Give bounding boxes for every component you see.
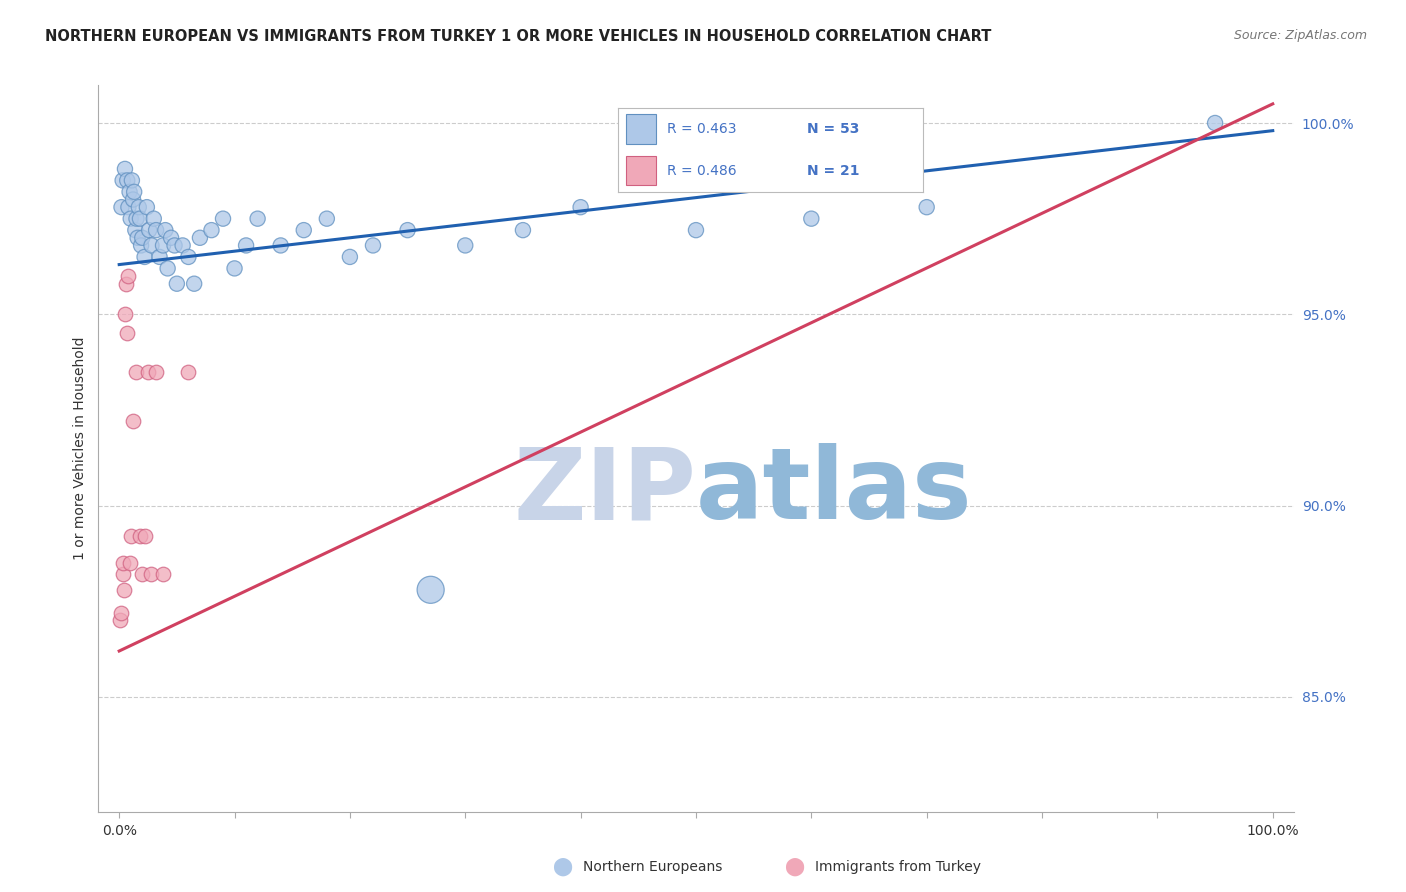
- Point: [270, 238, 292, 252]
- Point: [141, 238, 163, 252]
- Point: [172, 238, 194, 252]
- Point: [120, 211, 142, 226]
- Point: [361, 238, 384, 252]
- Point: [138, 223, 160, 237]
- Point: [155, 223, 177, 237]
- Point: [124, 223, 146, 237]
- Point: [177, 365, 200, 379]
- Point: [111, 173, 134, 187]
- Point: [142, 211, 165, 226]
- Text: ⬤: ⬤: [553, 858, 572, 876]
- Point: [110, 606, 132, 620]
- Point: [685, 223, 707, 237]
- Point: [134, 250, 156, 264]
- Text: Northern Europeans: Northern Europeans: [583, 860, 723, 874]
- Point: [200, 223, 222, 237]
- Point: [145, 223, 167, 237]
- Point: [127, 231, 149, 245]
- Point: [120, 529, 142, 543]
- Point: [122, 193, 145, 207]
- Point: [339, 250, 361, 264]
- Point: [111, 567, 134, 582]
- Point: [212, 211, 235, 226]
- Point: [111, 556, 134, 570]
- Point: [152, 567, 174, 582]
- Point: [131, 567, 153, 582]
- Text: atlas: atlas: [696, 443, 973, 541]
- Point: [118, 556, 141, 570]
- Point: [152, 238, 174, 252]
- Point: [136, 365, 159, 379]
- Point: [246, 211, 269, 226]
- Point: [569, 200, 592, 214]
- Point: [129, 238, 152, 252]
- Point: [177, 250, 200, 264]
- Point: [315, 211, 337, 226]
- Point: [112, 582, 135, 597]
- Point: [117, 200, 139, 214]
- Point: [129, 529, 152, 543]
- Point: [166, 277, 188, 291]
- Point: [396, 223, 419, 237]
- Point: [110, 614, 132, 628]
- Point: [121, 173, 143, 187]
- Point: [117, 173, 139, 187]
- Point: [915, 200, 938, 214]
- Point: [134, 529, 156, 543]
- Point: [115, 277, 138, 291]
- Point: [122, 185, 145, 199]
- Point: [114, 161, 136, 176]
- Point: [122, 414, 145, 428]
- Y-axis label: 1 or more Vehicles in Household: 1 or more Vehicles in Household: [73, 336, 87, 560]
- Point: [135, 200, 157, 214]
- Point: [125, 365, 148, 379]
- Point: [160, 231, 183, 245]
- Text: Immigrants from Turkey: Immigrants from Turkey: [815, 860, 981, 874]
- Point: [224, 261, 246, 276]
- Point: [163, 238, 186, 252]
- Point: [118, 185, 141, 199]
- Text: NORTHERN EUROPEAN VS IMMIGRANTS FROM TURKEY 1 OR MORE VEHICLES IN HOUSEHOLD CORR: NORTHERN EUROPEAN VS IMMIGRANTS FROM TUR…: [45, 29, 991, 45]
- Point: [188, 231, 211, 245]
- Point: [183, 277, 205, 291]
- Point: [156, 261, 179, 276]
- Point: [125, 211, 148, 226]
- Point: [129, 211, 152, 226]
- Point: [110, 200, 132, 214]
- Point: [114, 307, 136, 321]
- Text: ⬤: ⬤: [785, 858, 804, 876]
- Point: [800, 211, 823, 226]
- Point: [131, 231, 153, 245]
- Point: [454, 238, 477, 252]
- Point: [117, 326, 139, 341]
- Point: [235, 238, 257, 252]
- Text: ZIP: ZIP: [513, 443, 696, 541]
- Point: [512, 223, 534, 237]
- Point: [1204, 116, 1226, 130]
- Point: [292, 223, 315, 237]
- Point: [141, 567, 163, 582]
- Point: [128, 200, 150, 214]
- Point: [145, 365, 167, 379]
- Point: [148, 250, 170, 264]
- Point: [117, 268, 139, 283]
- Text: Source: ZipAtlas.com: Source: ZipAtlas.com: [1233, 29, 1367, 43]
- Point: [419, 582, 441, 597]
